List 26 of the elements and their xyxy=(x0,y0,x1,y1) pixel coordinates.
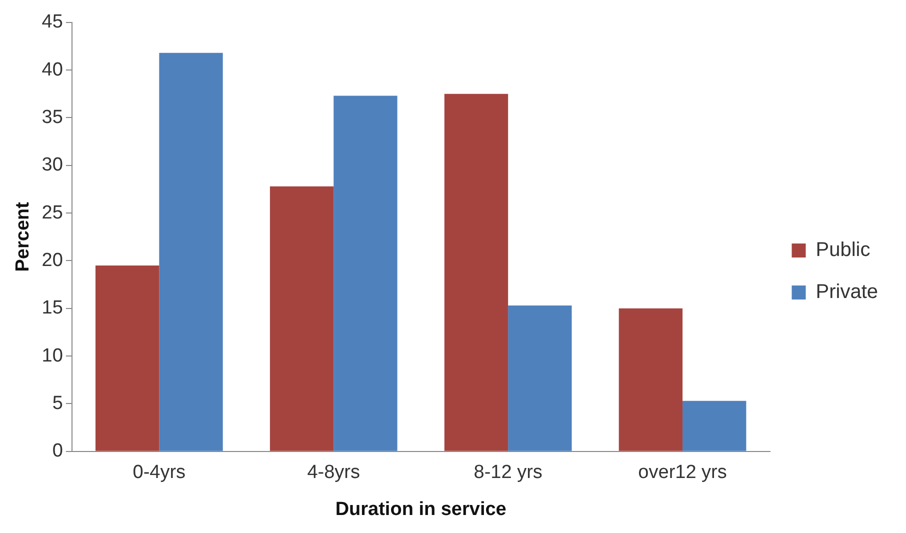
bar xyxy=(270,186,334,451)
x-axis-title: Duration in service xyxy=(335,498,506,520)
y-tick-label: 15 xyxy=(42,298,63,319)
y-tick-label: 20 xyxy=(42,250,63,271)
bar xyxy=(682,400,746,451)
legend-label: Private xyxy=(816,281,878,304)
bar xyxy=(95,266,160,451)
y-tick-label: 35 xyxy=(42,106,63,128)
y-tick-label: 30 xyxy=(42,154,63,176)
x-tick-label: 8-12 yrs xyxy=(474,462,542,484)
bar xyxy=(618,308,683,451)
x-tick-label: 4-8yrs xyxy=(307,462,360,484)
y-axis-title: Percent xyxy=(12,201,34,272)
y-tick-label: 25 xyxy=(42,202,63,224)
y-tick-label: 45 xyxy=(42,12,63,33)
bar xyxy=(444,94,508,451)
bar xyxy=(508,306,572,451)
y-tick-label: 0 xyxy=(52,440,63,462)
x-tick-label: over12 yrs xyxy=(638,462,727,484)
bar xyxy=(159,52,223,451)
legend-label: Public xyxy=(816,239,870,262)
y-tick-label: 40 xyxy=(42,59,63,80)
y-tick-label: 5 xyxy=(52,392,63,414)
y-tick-label: 10 xyxy=(42,345,63,366)
bar xyxy=(334,96,398,451)
x-tick-label: 0-4yrs xyxy=(132,462,186,484)
